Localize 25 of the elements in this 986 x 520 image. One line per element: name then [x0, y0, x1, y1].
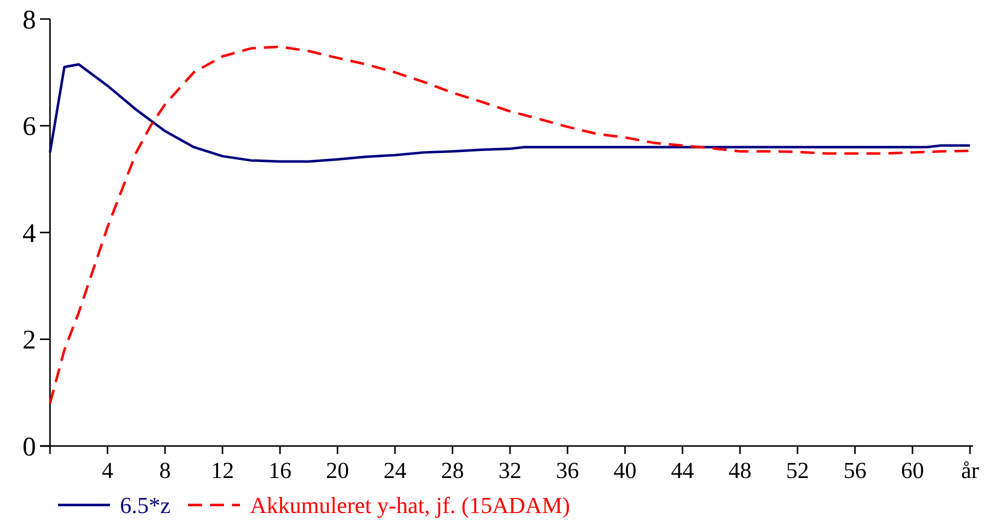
- x-tick-label: 16: [268, 458, 292, 483]
- x-tick-label: 40: [614, 458, 636, 483]
- x-tick-label: 44: [671, 458, 694, 483]
- line-series: [48, 63, 972, 163]
- x-tick-label: år: [961, 458, 980, 483]
- y-tick-label: 4: [22, 218, 36, 248]
- x-tick-label: 20: [326, 458, 349, 483]
- x-tick-label: 52: [786, 458, 809, 483]
- line-series: [48, 46, 972, 405]
- x-tick-label: 12: [211, 458, 234, 483]
- legend-label: Akkumuleret y-hat, jf. (15ADAM): [250, 493, 570, 518]
- y-tick-label: 0: [22, 431, 36, 462]
- x-tick-label: 32: [498, 458, 522, 483]
- x-tick-label: 48: [728, 458, 752, 483]
- x-tick-label: 4: [102, 458, 114, 483]
- x-tick-label: 24: [384, 458, 407, 483]
- x-tick-label: 36: [556, 458, 579, 483]
- x-tick-label: 28: [441, 458, 464, 483]
- y-tick-label: 2: [22, 324, 36, 355]
- y-tick-label: 6: [22, 111, 36, 142]
- y-tick-label: 8: [22, 4, 36, 34]
- x-tick-label: 56: [844, 458, 866, 483]
- x-tick-label: 60: [901, 458, 924, 483]
- legend-label: 6.5*z: [120, 493, 170, 518]
- x-tick-label: 8: [159, 458, 171, 483]
